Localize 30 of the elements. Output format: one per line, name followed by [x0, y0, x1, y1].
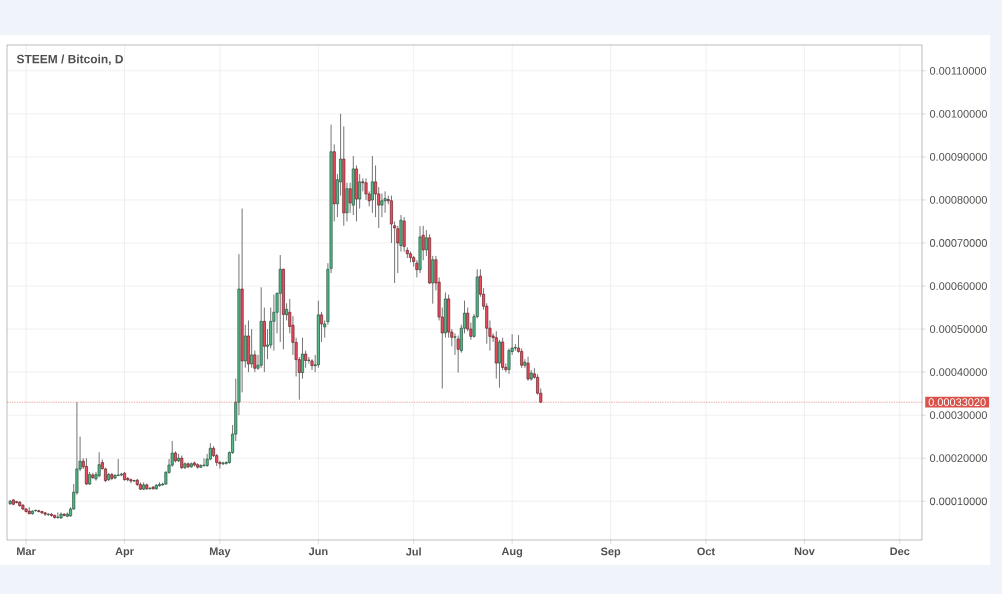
x-tick-label: Jul — [405, 547, 421, 556]
y-tick-label: 0.00040000 — [929, 368, 987, 376]
candlestick — [497, 339, 501, 389]
text: STEEM / Bitcoin, D — [16, 54, 123, 66]
candlestick — [250, 328, 254, 369]
x-tick-label: Apr — [115, 547, 134, 558]
y-tick-label: 0.00010000 — [929, 497, 987, 506]
x-tick-label: Mar — [17, 547, 36, 556]
y-tick-label: 0.00070000 — [929, 239, 987, 247]
y-tick-label: 0.00100000 — [929, 109, 987, 118]
x-tick-label: Sep — [600, 547, 621, 558]
candlestick — [272, 294, 276, 352]
candlestick — [456, 335, 460, 374]
y-tick-label: 0.00020000 — [929, 454, 987, 463]
x-tick-label: Jun — [308, 547, 328, 556]
y-tick-label: 0.00090000 — [929, 153, 987, 161]
y-tick-label: 0.00050000 — [929, 325, 987, 333]
candlestick — [431, 255, 435, 305]
x-tick-label: Aug — [501, 547, 523, 558]
x-tick-label: Oct — [697, 547, 715, 556]
candlestick — [424, 229, 428, 257]
y-tick-label: 0.00080000 — [929, 196, 987, 204]
x-tick-label: May — [209, 547, 231, 558]
ref-line-label: 0.00033020 — [928, 398, 986, 407]
y-tick-label: 0.00030000 — [929, 411, 987, 420]
x-tick-label: Dec — [890, 547, 910, 556]
y-tick-label: 0.00110000 — [929, 66, 987, 75]
y-tick-label: 0.00060000 — [929, 282, 987, 290]
candlestick — [380, 192, 384, 218]
x-tick-label: Nov — [794, 547, 815, 556]
